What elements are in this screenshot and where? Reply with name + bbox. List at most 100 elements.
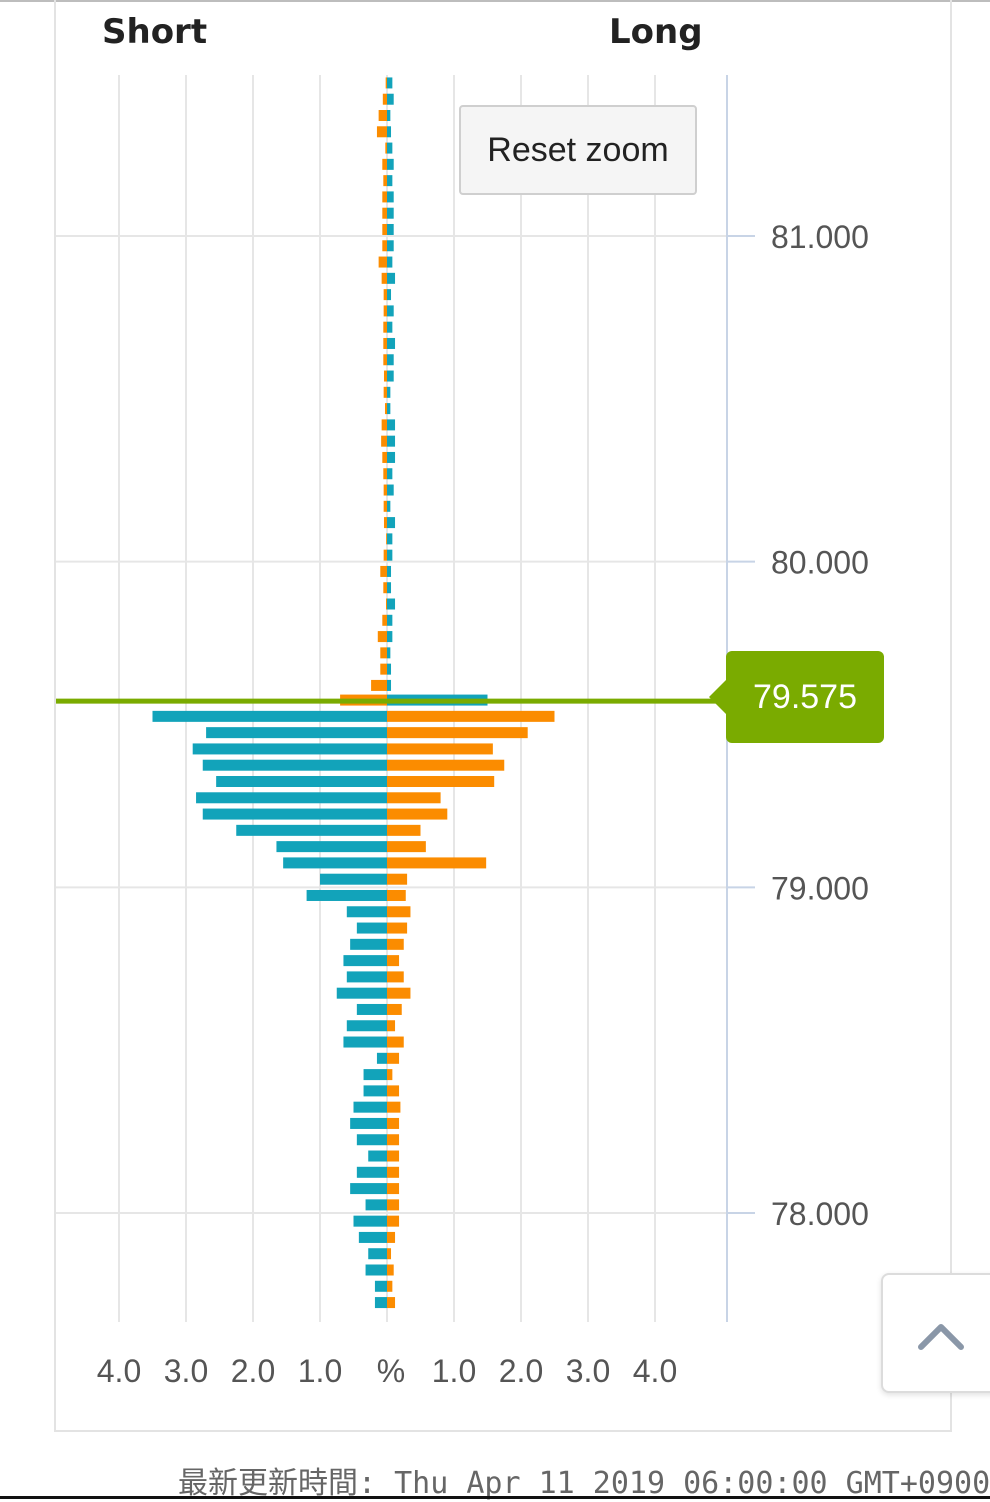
short-bar xyxy=(387,321,393,333)
short-bar xyxy=(363,1069,387,1081)
long-bar xyxy=(380,647,387,659)
x-axis-tick-label: 3.0 xyxy=(164,1353,208,1389)
chart-frame xyxy=(54,0,952,1432)
long-bar xyxy=(387,792,441,804)
x-axis-center-label: % xyxy=(377,1353,405,1389)
long-bar xyxy=(387,1069,393,1081)
short-bar xyxy=(387,598,396,610)
long-bar xyxy=(387,1297,396,1309)
bar-layer xyxy=(152,77,555,1309)
short-bar xyxy=(387,614,393,626)
long-bar xyxy=(387,775,495,787)
short-bar xyxy=(202,759,387,771)
top-border xyxy=(0,0,990,2)
long-bar xyxy=(381,435,387,447)
long-bar xyxy=(380,663,387,675)
axis-layer: 81.000 80.000 79.000 78.000 4.0 3.0 2.0 1.0% 1.0… xyxy=(56,75,869,1389)
long-bar xyxy=(383,582,387,594)
short-bar xyxy=(320,873,387,885)
short-bar xyxy=(346,971,387,983)
long-bar xyxy=(387,1280,393,1292)
long-bar xyxy=(387,841,426,853)
long-bar xyxy=(387,759,505,771)
short-bar xyxy=(387,158,394,170)
short-bar xyxy=(387,77,393,89)
long-bar xyxy=(381,419,387,431)
short-bar xyxy=(368,1248,387,1260)
short-bar xyxy=(387,354,394,366)
long-bar xyxy=(382,158,387,170)
short-bar xyxy=(350,938,387,950)
short-bar xyxy=(387,647,391,659)
short-bar xyxy=(387,517,396,529)
long-bar xyxy=(383,175,387,187)
long-bar xyxy=(387,727,528,739)
long-bar xyxy=(382,240,387,252)
short-bar xyxy=(374,1280,387,1292)
long-bar xyxy=(383,337,387,349)
long-bar xyxy=(387,1117,400,1129)
long-bar xyxy=(383,386,387,398)
short-bar xyxy=(387,435,396,447)
long-bar xyxy=(387,955,400,967)
short-bar xyxy=(196,792,387,804)
short-bar xyxy=(358,1231,387,1243)
long-bar xyxy=(387,1199,400,1211)
long-bar xyxy=(385,77,387,89)
long-bar xyxy=(377,631,387,643)
y-axis-tick-label: 81.000 xyxy=(771,219,869,255)
long-bar xyxy=(387,1183,400,1195)
long-bar xyxy=(383,517,387,529)
long-bar xyxy=(387,808,448,820)
long-bar xyxy=(378,256,387,268)
long-bar xyxy=(387,743,493,755)
long-bar xyxy=(383,321,387,333)
short-bar xyxy=(365,1264,387,1276)
long-bar xyxy=(387,1085,400,1097)
long-bar xyxy=(387,1101,401,1113)
short-bar xyxy=(387,256,393,268)
chevron-up-icon xyxy=(918,1324,964,1350)
long-bar xyxy=(387,1215,400,1227)
short-bar xyxy=(387,289,392,301)
reset-zoom-button[interactable]: Reset zoom xyxy=(459,105,697,195)
short-bar xyxy=(365,1199,387,1211)
short-bar xyxy=(387,484,394,496)
short-bar xyxy=(283,857,387,869)
long-bar xyxy=(384,403,387,415)
scroll-to-top-button[interactable] xyxy=(881,1273,990,1393)
x-axis-tick-label: 2.0 xyxy=(231,1353,275,1389)
short-bar xyxy=(346,1020,387,1032)
butterfly-chart: 81.000 80.000 79.000 78.000 4.0 3.0 2.0 1.0% 1.0… xyxy=(56,75,869,1389)
short-bar xyxy=(350,1117,387,1129)
short-bar xyxy=(336,987,387,999)
short-bar xyxy=(387,305,394,317)
short-bar xyxy=(387,468,393,480)
short-bar xyxy=(387,191,394,203)
long-bar xyxy=(387,971,404,983)
short-bar xyxy=(356,1003,387,1015)
short-bar xyxy=(306,889,387,901)
long-bar xyxy=(383,289,387,301)
long-bar xyxy=(378,110,387,122)
short-bar xyxy=(353,1101,387,1113)
long-bar xyxy=(383,468,387,480)
long-bar xyxy=(387,987,411,999)
long-bar xyxy=(387,906,411,918)
short-bar xyxy=(387,533,393,545)
long-bar xyxy=(381,272,387,284)
short-bar xyxy=(387,500,391,512)
short-bar xyxy=(387,403,391,415)
short-bar xyxy=(387,549,393,561)
short-bar xyxy=(350,1183,387,1195)
short-bar xyxy=(368,1150,387,1162)
short-bar xyxy=(376,1052,387,1064)
long-bar xyxy=(383,484,387,496)
short-bar xyxy=(387,679,392,691)
short-bar xyxy=(387,565,392,577)
last-updated-text: 最新更新時間: Thu Apr 11 2019 06:00:00 GMT+090… xyxy=(178,1466,990,1501)
long-bar xyxy=(383,354,387,366)
short-bar xyxy=(236,824,387,836)
short-header: Short xyxy=(102,12,208,52)
short-bar xyxy=(387,370,394,382)
